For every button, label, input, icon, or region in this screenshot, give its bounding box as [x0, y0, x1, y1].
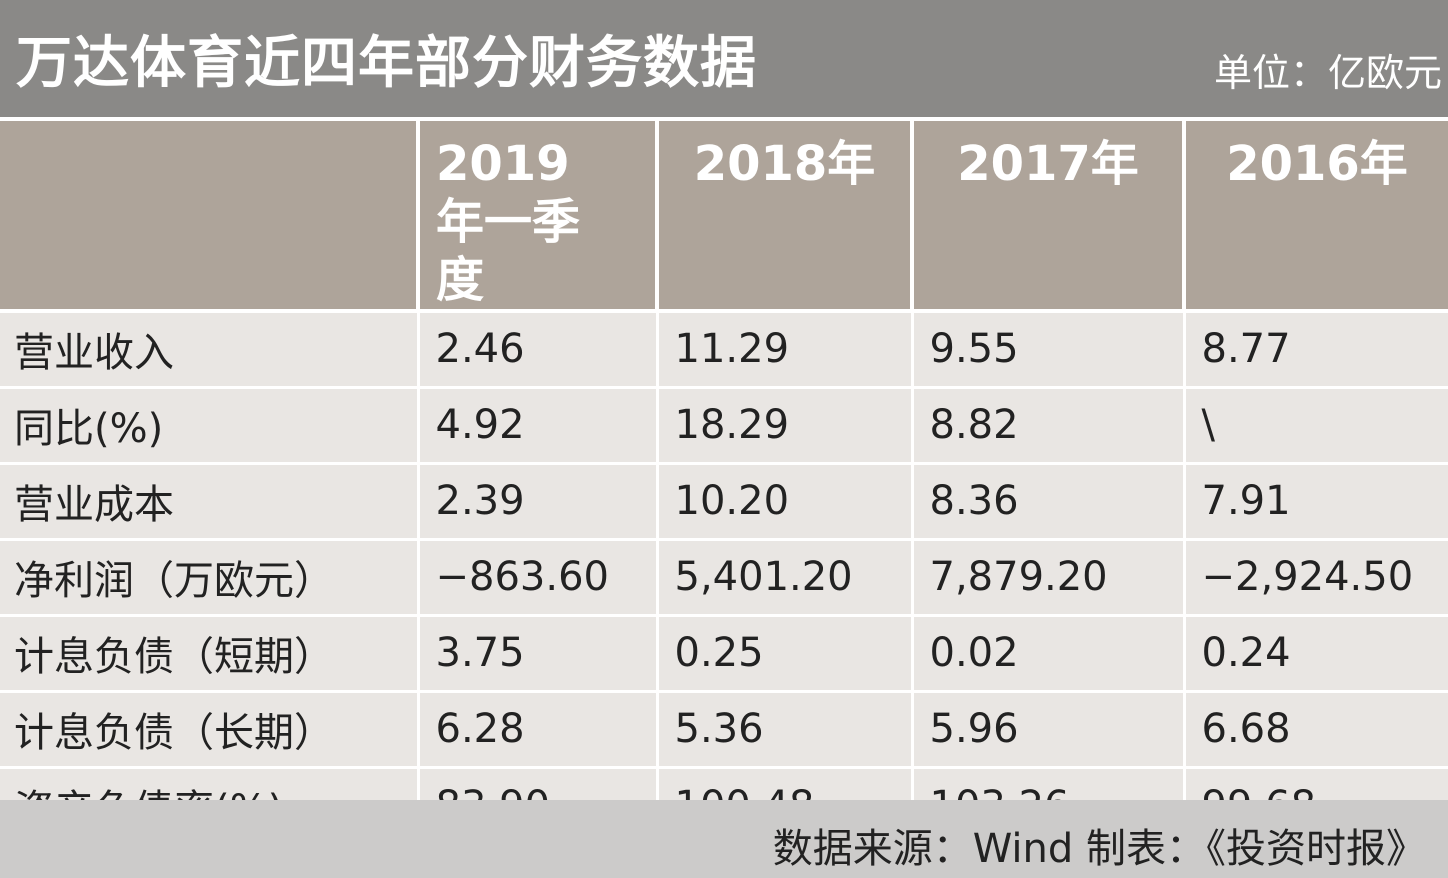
row-label: 净利润（万欧元）	[0, 537, 418, 615]
row-label: 营业收入	[0, 309, 418, 387]
source-note: 数据来源：Wind 制表：《投资时报》	[772, 826, 1426, 872]
row-label: 同比(%)	[0, 385, 418, 463]
column-header: 2016年	[1182, 121, 1448, 311]
table-header-row: 2019年一季度 2018年 2017年 2016年	[0, 121, 1448, 311]
table-row: 同比(%) 4.92 18.29 8.82 \	[0, 385, 1448, 463]
table-cell: 6.28	[416, 689, 657, 767]
table-cell: 8.36	[910, 461, 1184, 539]
row-label: 计息负债（短期）	[0, 613, 418, 691]
table-cell: 3.75	[416, 613, 657, 691]
table-cell: 8.77	[1182, 309, 1448, 387]
table-row: 营业收入 2.46 11.29 9.55 8.77	[0, 309, 1448, 387]
table-cell: 6.68	[1182, 689, 1448, 767]
table-cell: 5.96	[910, 689, 1184, 767]
row-label: 计息负债（长期）	[0, 689, 418, 767]
table-cell: 8.82	[910, 385, 1184, 463]
table-cell: 7.91	[1182, 461, 1448, 539]
table-cell: 2.46	[416, 309, 657, 387]
table-cell: \	[1182, 385, 1448, 463]
table-cell: 0.24	[1182, 613, 1448, 691]
table-row: 计息负债（短期） 3.75 0.25 0.02 0.24	[0, 613, 1448, 691]
column-header: 2017年	[910, 121, 1184, 311]
table-cell: −863.60	[416, 537, 657, 615]
table-cell: 2.39	[416, 461, 657, 539]
table-cell: 10.20	[655, 461, 912, 539]
page-title: 万达体育近四年部分财务数据	[16, 31, 757, 96]
row-label: 营业成本	[0, 461, 418, 539]
table-cell: 0.25	[655, 613, 912, 691]
table-cell: 4.92	[416, 385, 657, 463]
table-row: 营业成本 2.39 10.20 8.36 7.91	[0, 461, 1448, 539]
column-header: 2019年一季度	[416, 121, 657, 311]
column-header	[0, 121, 418, 311]
table-cell: 5,401.20	[655, 537, 912, 615]
table-row: 净利润（万欧元） −863.60 5,401.20 7,879.20 −2,92…	[0, 537, 1448, 615]
table-cell: 11.29	[655, 309, 912, 387]
title-bar: 万达体育近四年部分财务数据 单位：亿欧元	[0, 0, 1448, 117]
table-cell: 5.36	[655, 689, 912, 767]
column-header: 2018年	[655, 121, 912, 311]
table-cell: −2,924.50	[1182, 537, 1448, 615]
table-cell: 0.02	[910, 613, 1184, 691]
footer-bar: 数据来源：Wind 制表：《投资时报》	[0, 800, 1448, 878]
table-row: 计息负债（长期） 6.28 5.36 5.96 6.68	[0, 689, 1448, 767]
financial-data-table: 2019年一季度 2018年 2017年 2016年 营业收入 2.46 11.…	[0, 121, 1448, 843]
table-cell: 7,879.20	[910, 537, 1184, 615]
table-cell: 9.55	[910, 309, 1184, 387]
unit-label: 单位：亿欧元	[1213, 51, 1442, 95]
table-cell: 18.29	[655, 385, 912, 463]
